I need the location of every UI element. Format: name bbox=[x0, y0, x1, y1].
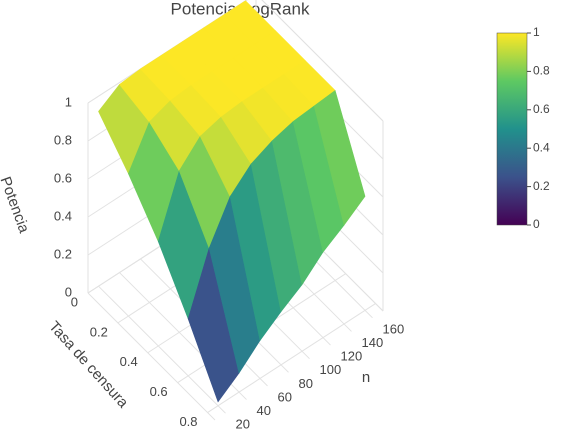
z-tick-label: 0.4 bbox=[54, 208, 72, 223]
x-tick-label: 80 bbox=[299, 376, 313, 391]
y-tick-label: 0 bbox=[71, 294, 78, 309]
colorbar-tick-label: 0.4 bbox=[533, 140, 550, 154]
z-tick-label: 0.6 bbox=[54, 170, 72, 185]
y-tick-label: 0.8 bbox=[179, 414, 197, 429]
colorbar-tick-label: 0.8 bbox=[533, 64, 550, 78]
x-tick-label: 140 bbox=[362, 335, 384, 350]
z-grid-line bbox=[261, 0, 384, 122]
z-axis-title: Potencia bbox=[0, 174, 33, 235]
colorbar-tick-label: 0.2 bbox=[533, 179, 550, 193]
z-tick-label: 0.8 bbox=[54, 132, 72, 147]
x-grid-line bbox=[98, 285, 226, 414]
colorbar-tick-label: 1 bbox=[533, 25, 540, 39]
y-tick-label: 0.2 bbox=[90, 324, 108, 339]
z-tick-label: 0 bbox=[65, 284, 72, 299]
x-tick-label: 120 bbox=[341, 349, 363, 364]
x-tick-label: 160 bbox=[383, 321, 405, 336]
x-tick-label: 100 bbox=[320, 362, 342, 377]
colorbar bbox=[496, 32, 528, 226]
colorbar-tick-label: 0.6 bbox=[533, 102, 550, 116]
y-tick-label: 0.4 bbox=[120, 354, 138, 369]
y-tick-label: 0.6 bbox=[150, 384, 168, 399]
z-tick-label: 1 bbox=[65, 94, 72, 109]
z-tick-label: 0.2 bbox=[54, 246, 72, 261]
surface-cell bbox=[313, 89, 366, 226]
x-tick-label: 20 bbox=[236, 417, 250, 432]
y-grid-line bbox=[207, 303, 376, 413]
x-axis-title: n bbox=[362, 369, 370, 386]
colorbar-tick-label: 0 bbox=[533, 217, 540, 231]
x-tick-label: 60 bbox=[278, 389, 292, 404]
x-tick-label: 40 bbox=[257, 403, 271, 418]
axis-frame bbox=[87, 292, 216, 421]
